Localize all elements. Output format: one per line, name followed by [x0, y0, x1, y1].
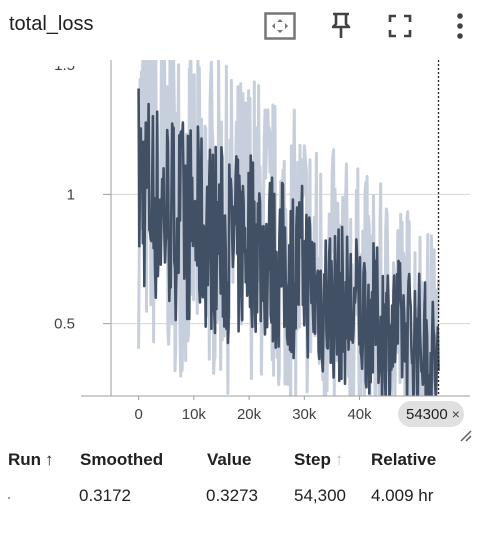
run-header-label: Run — [8, 450, 42, 469]
sort-asc-icon: ↑ — [334, 450, 344, 469]
resize-handle-icon[interactable] — [458, 428, 472, 442]
pin-button[interactable] — [325, 10, 357, 42]
fullscreen-button[interactable] — [384, 10, 416, 42]
column-header-smoothed[interactable]: Smoothed — [80, 450, 164, 469]
card-header: total_loss — [0, 0, 497, 52]
sort-asc-icon: ↑ — [45, 450, 54, 469]
x-tick-label: 10k — [182, 406, 207, 423]
y-axis-ticks: 0.5 1 1.5 — [54, 57, 111, 333]
x-tick-label: 0 — [134, 406, 142, 423]
column-header-run[interactable]: Run ↑ — [8, 450, 54, 470]
step-cursor-chip[interactable]: 54300 × — [398, 401, 464, 427]
smoothed-series-line — [137, 88, 440, 396]
column-header-value[interactable]: Value — [207, 450, 252, 469]
column-header-relative[interactable]: Relative — [371, 450, 437, 469]
y-tick-label: 1 — [67, 186, 75, 203]
chip-close-icon[interactable]: × — [451, 406, 460, 422]
column-header-step[interactable]: Step ↑ — [294, 450, 343, 470]
x-axis-ticks: 0 10k 20k 30k 40k — [134, 396, 372, 423]
cell-relative: 4.009 hr — [371, 486, 434, 505]
fit-domain-button[interactable] — [264, 10, 296, 42]
step-header-label: Step — [294, 450, 331, 469]
y-tick-label: 0.5 — [54, 316, 75, 333]
more-options-button[interactable] — [444, 10, 476, 42]
x-tick-label: 30k — [292, 406, 317, 423]
x-tick-label: 20k — [237, 406, 262, 423]
cell-smoothed: 0.3172 — [79, 486, 131, 505]
card-title: total_loss — [9, 13, 94, 35]
run-color-indicator — [8, 497, 10, 499]
pin-icon — [331, 12, 351, 38]
smoothed-series-layer — [137, 88, 440, 396]
x-tick-label: 40k — [347, 406, 372, 423]
y-tick-label: 1.5 — [54, 57, 75, 74]
loss-chart[interactable]: 0.5 1 1.5 0 10k 20k 30k 40k — [0, 52, 497, 440]
cell-step: 54,300 — [294, 486, 346, 505]
step-chip-label: 54300 — [406, 405, 448, 423]
more-vert-icon — [457, 13, 463, 39]
fullscreen-icon — [388, 14, 412, 38]
fit-domain-icon — [264, 12, 296, 40]
chart-axes — [81, 60, 470, 397]
cell-value: 0.3273 — [206, 486, 258, 505]
chart-area[interactable]: 0.5 1 1.5 0 10k 20k 30k 40k — [0, 52, 497, 440]
